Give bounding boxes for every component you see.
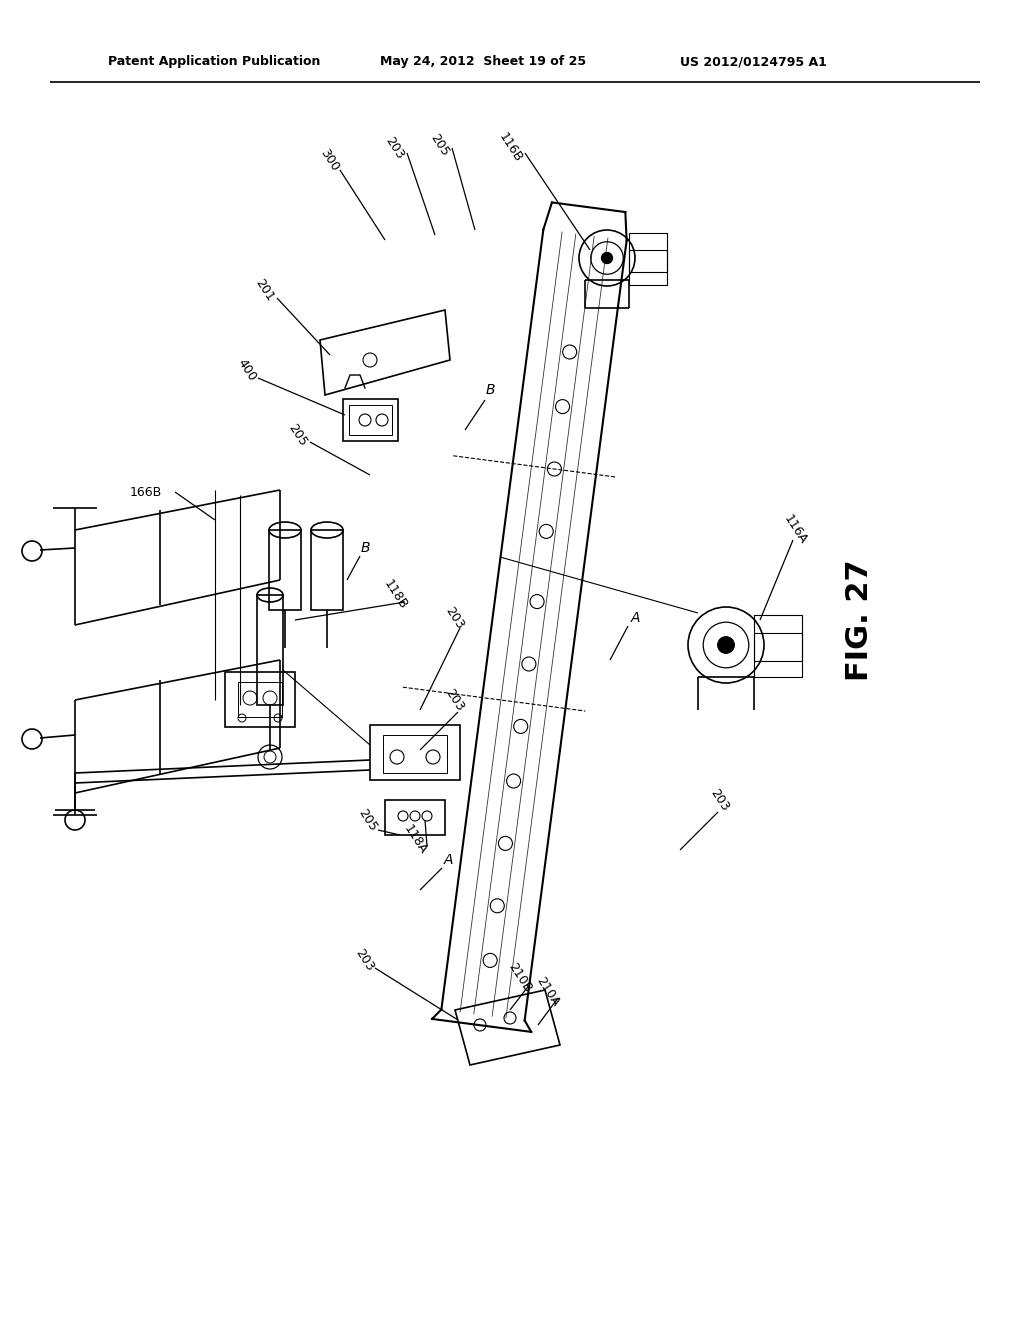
Text: 300: 300 [318,147,342,173]
Bar [629,234,667,285]
Text: 210A: 210A [534,975,562,1008]
Bar [257,595,283,705]
Text: 203: 203 [353,946,377,973]
Text: 166B: 166B [130,486,162,499]
Bar [311,531,343,610]
Text: 118A: 118A [400,822,429,857]
Bar [754,634,802,661]
Text: US 2012/0124795 A1: US 2012/0124795 A1 [680,55,826,69]
Text: 203: 203 [443,686,467,714]
Bar [629,249,667,272]
Text: 205: 205 [428,132,452,158]
Text: 203: 203 [708,787,732,813]
Text: May 24, 2012  Sheet 19 of 25: May 24, 2012 Sheet 19 of 25 [380,55,586,69]
Text: B: B [360,541,370,554]
Circle shape [601,252,612,264]
Bar [238,682,282,717]
Bar [383,735,447,774]
Bar [342,399,397,441]
Text: 205: 205 [356,807,380,833]
Bar [225,672,295,727]
Text: A: A [630,611,640,624]
Bar [269,531,301,610]
Text: 118B: 118B [381,578,410,612]
Circle shape [718,636,734,653]
Text: FIG. 27: FIG. 27 [846,560,874,681]
Bar [754,615,802,677]
Text: 116A: 116A [781,513,809,546]
Text: 210B: 210B [506,961,535,995]
Text: 116B: 116B [496,131,524,165]
Text: 205: 205 [286,421,310,449]
Text: 203: 203 [443,605,467,631]
Text: 203: 203 [383,135,407,161]
Text: 400: 400 [236,356,259,384]
Text: 201: 201 [253,276,276,304]
Text: B: B [485,383,495,397]
Bar [385,800,445,836]
Bar [370,725,460,780]
Text: A: A [443,853,453,867]
Text: Patent Application Publication: Patent Application Publication [108,55,321,69]
Bar [348,405,391,436]
